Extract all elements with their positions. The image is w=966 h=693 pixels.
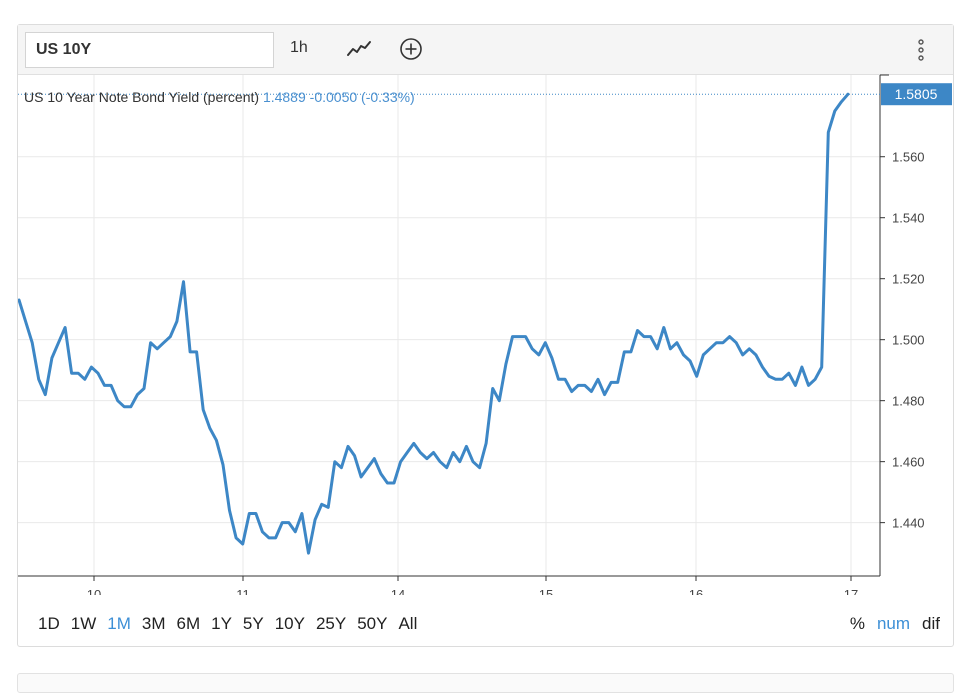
y-tick-label: 1.540 (892, 211, 925, 226)
y-tick-label: 1.520 (892, 272, 925, 287)
range-button-1m[interactable]: 1M (107, 614, 131, 633)
line-chart-icon[interactable] (346, 38, 372, 60)
range-button-10y[interactable]: 10Y (274, 614, 305, 633)
x-tick-label: 15 (539, 587, 553, 595)
y-tick-label: 1.480 (892, 394, 925, 409)
range-button-1d[interactable]: 1D (38, 614, 60, 633)
lower-panel (17, 673, 954, 693)
range-selector: 1D 1W 1M 3M 6M 1Y 5Y 10Y 25Y 50Y All (38, 614, 428, 634)
x-tick-label: 11 (236, 587, 250, 595)
range-button-6m[interactable]: 6M (176, 614, 201, 633)
range-button-25y[interactable]: 25Y (315, 614, 347, 633)
y-tick-label: 1.560 (892, 150, 925, 165)
line-chart[interactable]: 1.440 1.460 1.480 1.500 1.520 1.540 1.560 10 11 1… (18, 25, 953, 595)
y-tick-label: 1.460 (892, 455, 925, 470)
range-button-all[interactable]: All (398, 614, 418, 633)
x-tick-label: 16 (689, 587, 703, 595)
legend-series-name: US 10 Year Note Bond Yield (percent) (24, 89, 260, 105)
range-button-3m[interactable]: 3M (141, 614, 166, 633)
symbol-input[interactable] (25, 32, 274, 68)
range-button-1w[interactable]: 1W (70, 614, 97, 633)
x-tick-label: 14 (391, 587, 405, 595)
legend-change-percent: (-0.33%) (361, 89, 415, 105)
range-button-50y[interactable]: 50Y (357, 614, 388, 633)
more-vertical-icon[interactable] (913, 37, 929, 63)
last-value-badge (881, 83, 952, 106)
chart-toolbar: 1h (18, 25, 953, 75)
mode-button-dif[interactable]: dif (922, 614, 940, 633)
mode-selector: % num dif (838, 614, 940, 634)
legend-change: -0.0050 (309, 89, 358, 105)
y-tick-label: 1.440 (892, 516, 925, 531)
mode-button-percent[interactable]: % (849, 614, 865, 633)
x-tick-label: 17 (844, 587, 858, 595)
legend-value: 1.4889 (262, 89, 306, 105)
series-line (18, 92, 850, 555)
chart-legend: US 10 Year Note Bond Yield (percent) 1.4… (24, 89, 415, 105)
chart-widget: 1h 1.440 1.460 1.480 1.500 1.520 1.540 1.560 10… (17, 24, 954, 647)
y-tick-label: 1.500 (892, 333, 925, 348)
x-tick-label: 10 (87, 587, 101, 595)
range-button-5y[interactable]: 5Y (242, 614, 264, 633)
interval-selector[interactable]: 1h (290, 39, 308, 56)
mode-button-num[interactable]: num (876, 614, 911, 633)
last-value-label: 1.5805 (895, 86, 938, 102)
plus-circle-icon[interactable] (399, 37, 423, 61)
range-button-1y[interactable]: 1Y (211, 614, 232, 633)
